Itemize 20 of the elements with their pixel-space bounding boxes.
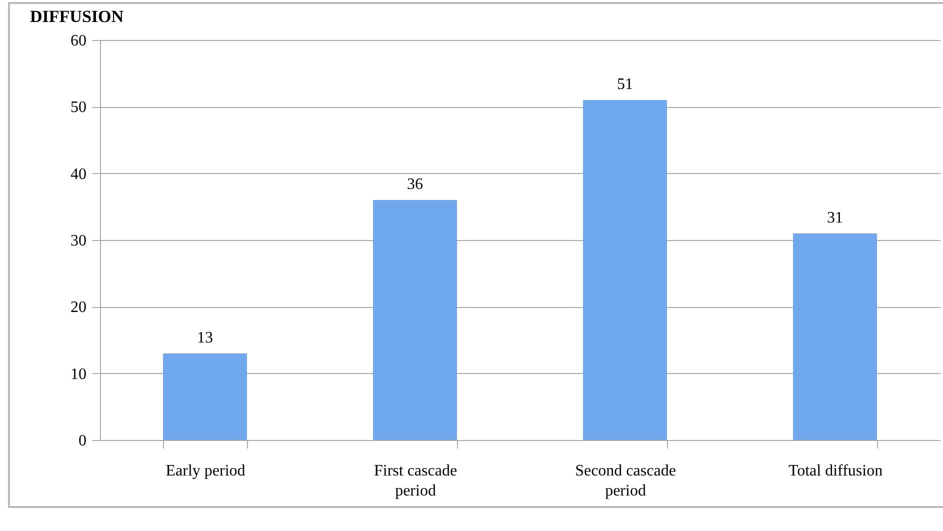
y-tick-label: 20 — [70, 299, 86, 316]
bar — [163, 353, 247, 440]
y-tick-label: 0 — [78, 432, 86, 450]
x-tick-label: Total diffusion — [788, 462, 883, 480]
data-label: 13 — [197, 329, 213, 346]
bar — [793, 233, 877, 440]
y-tick-label: 10 — [70, 366, 86, 383]
y-tick-label: 60 — [70, 32, 86, 50]
x-tick-label: First cascade period — [374, 462, 458, 500]
data-label: 51 — [617, 76, 633, 93]
bar — [583, 100, 667, 440]
y-tick-label: 50 — [70, 99, 86, 116]
y-tick-label: 30 — [70, 232, 86, 250]
x-tick-label: Second cascade period — [575, 462, 676, 500]
data-label: 36 — [407, 176, 423, 193]
y-tick-label: 40 — [70, 166, 86, 183]
data-label: 31 — [827, 209, 843, 226]
x-tick-label: Early period — [166, 462, 246, 480]
bar — [373, 200, 457, 440]
chart-title: DIFFUSION — [30, 7, 124, 26]
